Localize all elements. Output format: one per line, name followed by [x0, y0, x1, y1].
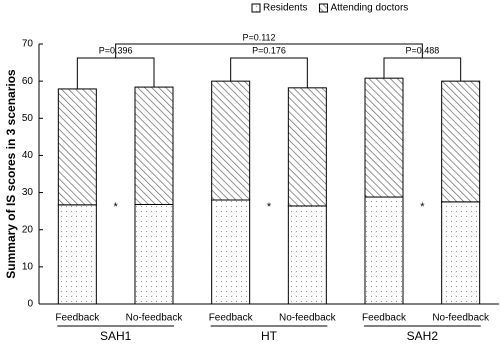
bar-segment [364, 196, 404, 305]
y-tick-label: 0 [27, 299, 33, 310]
bracket [230, 57, 308, 88]
p-value: P=0.112 [242, 32, 275, 42]
bar-segment [134, 86, 174, 205]
y-axis-label: Summary of IS scores in 3 scenarios [4, 69, 18, 279]
bar-segment [287, 205, 327, 305]
group-label: SAH1 [100, 329, 132, 343]
y-tick-label: 40 [22, 150, 34, 161]
bracket [76, 57, 155, 89]
bar-segment [287, 87, 327, 207]
legend-swatch [318, 3, 328, 13]
significance-mark: * [420, 201, 425, 213]
x-tick-label: No-feedback [279, 313, 337, 324]
bar-segment [211, 80, 251, 201]
y-tick-label: 20 [22, 224, 34, 235]
bar-segment [211, 199, 251, 305]
legend-swatch [251, 3, 261, 13]
group-label: SAH2 [407, 329, 439, 343]
y-tick-label: 30 [22, 187, 34, 198]
p-value: P=0.176 [252, 45, 286, 55]
y-tick-label: 60 [22, 76, 34, 87]
bar-segment [364, 77, 404, 198]
group-label: HT [261, 329, 278, 343]
y-tick-label: 50 [22, 113, 34, 124]
significance-mark: * [267, 201, 272, 213]
bar-segment [134, 203, 174, 305]
legend-label: Attending doctors [330, 3, 408, 14]
bar-segment [57, 204, 97, 305]
significance-mark: * [114, 201, 119, 213]
x-tick-label: No-feedback [126, 313, 184, 324]
x-tick-label: Feedback [362, 313, 407, 324]
bracket [115, 43, 423, 58]
bar-segment [57, 88, 97, 206]
bar-segment [441, 80, 481, 203]
y-tick-label: 70 [22, 39, 34, 50]
x-tick-label: No-feedback [432, 313, 490, 324]
y-tick-label: 10 [22, 261, 34, 272]
x-tick-label: Feedback [55, 313, 100, 324]
bar-segment [441, 201, 481, 305]
x-tick-label: Feedback [209, 313, 254, 324]
legend-label: Residents [263, 3, 307, 14]
